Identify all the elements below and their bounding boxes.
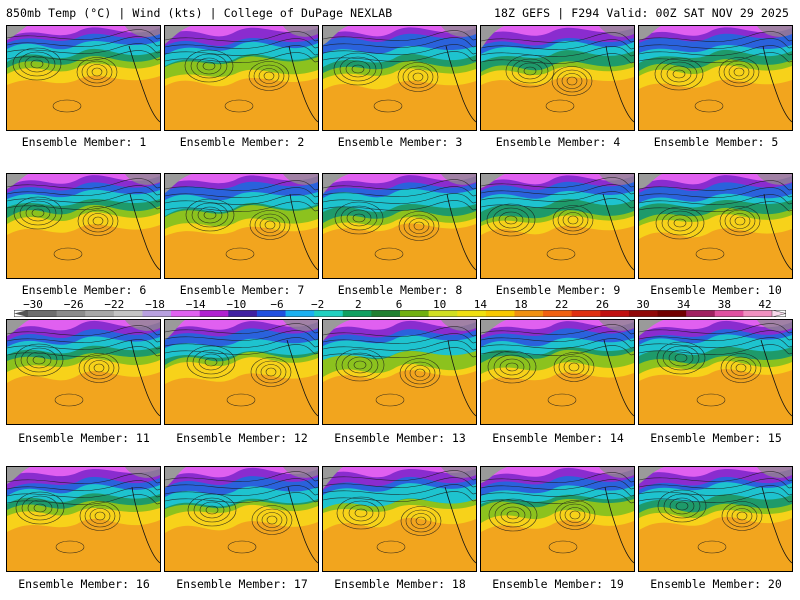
colorbar-cell [543, 310, 573, 317]
colorbar-cell [485, 310, 515, 317]
colorbar-tick-label: −6 [270, 298, 284, 311]
member-map-1 [6, 25, 161, 131]
colorbar-tick-label: 6 [395, 298, 403, 311]
colorbar-cell [628, 310, 659, 317]
member-map-15 [638, 319, 793, 425]
colorbar-tick-label: 10 [433, 298, 447, 311]
colorbar-tick-label: 22 [555, 298, 569, 311]
colorbar-high-arrow [771, 310, 786, 317]
member-label-14: Ensemble Member: 14 [492, 431, 624, 445]
member-label-13: Ensemble Member: 13 [334, 431, 466, 445]
colorbar-cell [28, 310, 58, 317]
member-label-12: Ensemble Member: 12 [176, 431, 308, 445]
member-map-7 [164, 173, 319, 279]
colorbar-cell [56, 310, 86, 317]
member-map-19 [480, 466, 635, 572]
colorbar-tick-label: 42 [758, 298, 772, 311]
member-label-17: Ensemble Member: 17 [176, 577, 308, 591]
member-label-10: Ensemble Member: 10 [650, 283, 782, 297]
member-map-13 [322, 319, 477, 425]
colorbar-tick-label: −2 [311, 298, 325, 311]
colorbar-tick-label: −22 [104, 298, 125, 311]
colorbar-cell [514, 310, 544, 317]
member-map-8 [322, 173, 477, 279]
colorbar-tick-label: −14 [185, 298, 206, 311]
member-label-3: Ensemble Member: 3 [337, 135, 463, 149]
colorbar-cell [714, 310, 744, 317]
colorbar-cell [171, 310, 201, 317]
member-label-20: Ensemble Member: 20 [650, 577, 782, 591]
colorbar-cell [199, 310, 229, 317]
colorbar-cell [342, 310, 372, 317]
member-map-14 [480, 319, 635, 425]
member-map-17 [164, 466, 319, 572]
member-label-8: Ensemble Member: 8 [337, 283, 463, 297]
temperature-colorbar [14, 310, 786, 317]
member-map-3 [322, 25, 477, 131]
colorbar-low-arrow [14, 310, 28, 317]
colorbar-cell [285, 310, 315, 317]
member-label-9: Ensemble Member: 9 [495, 283, 621, 297]
member-label-19: Ensemble Member: 19 [492, 577, 624, 591]
member-label-6: Ensemble Member: 6 [21, 283, 147, 297]
colorbar-cell [314, 310, 344, 317]
colorbar-cell [113, 310, 143, 317]
member-map-9 [480, 173, 635, 279]
member-label-1: Ensemble Member: 1 [21, 135, 147, 149]
colorbar-cell [142, 310, 172, 317]
colorbar-cell [743, 310, 773, 317]
colorbar-tick-label: −26 [63, 298, 84, 311]
member-map-2 [164, 25, 319, 131]
colorbar-cell [371, 310, 401, 317]
colorbar-cell [85, 310, 115, 317]
colorbar-tick-label: −10 [226, 298, 247, 311]
member-label-11: Ensemble Member: 11 [18, 431, 150, 445]
colorbar-cell [228, 310, 258, 317]
member-map-5 [638, 25, 793, 131]
colorbar-tick-label: 26 [595, 298, 609, 311]
member-map-20 [638, 466, 793, 572]
member-label-4: Ensemble Member: 4 [495, 135, 621, 149]
colorbar-cell [400, 310, 430, 317]
colorbar-cell [600, 310, 630, 317]
member-map-11 [6, 319, 161, 425]
member-label-16: Ensemble Member: 16 [18, 577, 150, 591]
run-valid-time: 18Z GEFS | F294 Valid: 00Z SAT NOV 29 20… [494, 6, 789, 20]
member-map-18 [322, 466, 477, 572]
colorbar-tick-label: 2 [355, 298, 362, 311]
chart-title: 850mb Temp (°C) | Wind (kts) | College o… [6, 6, 393, 20]
colorbar-cell [428, 310, 458, 317]
colorbar-tick-label: 18 [514, 298, 528, 311]
member-label-2: Ensemble Member: 2 [179, 135, 305, 149]
member-label-7: Ensemble Member: 7 [179, 283, 305, 297]
colorbar-cell [571, 310, 601, 317]
colorbar-tick-label: 30 [636, 298, 650, 311]
colorbar-cell [657, 310, 687, 317]
colorbar-tick-label: 38 [717, 298, 731, 311]
colorbar-tick-label: 34 [677, 298, 691, 311]
member-label-18: Ensemble Member: 18 [334, 577, 466, 591]
colorbar-tick-label: −30 [23, 298, 43, 311]
colorbar-tick-label: −18 [145, 298, 165, 311]
member-label-15: Ensemble Member: 15 [650, 431, 782, 445]
colorbar-tick-label: 14 [473, 298, 487, 311]
member-map-16 [6, 466, 161, 572]
colorbar-cell [457, 310, 487, 317]
member-map-6 [6, 173, 161, 279]
member-map-10 [638, 173, 793, 279]
member-map-12 [164, 319, 319, 425]
member-map-4 [480, 25, 635, 131]
colorbar-cell [256, 310, 287, 317]
colorbar-cell [686, 310, 716, 317]
member-label-5: Ensemble Member: 5 [653, 135, 779, 149]
